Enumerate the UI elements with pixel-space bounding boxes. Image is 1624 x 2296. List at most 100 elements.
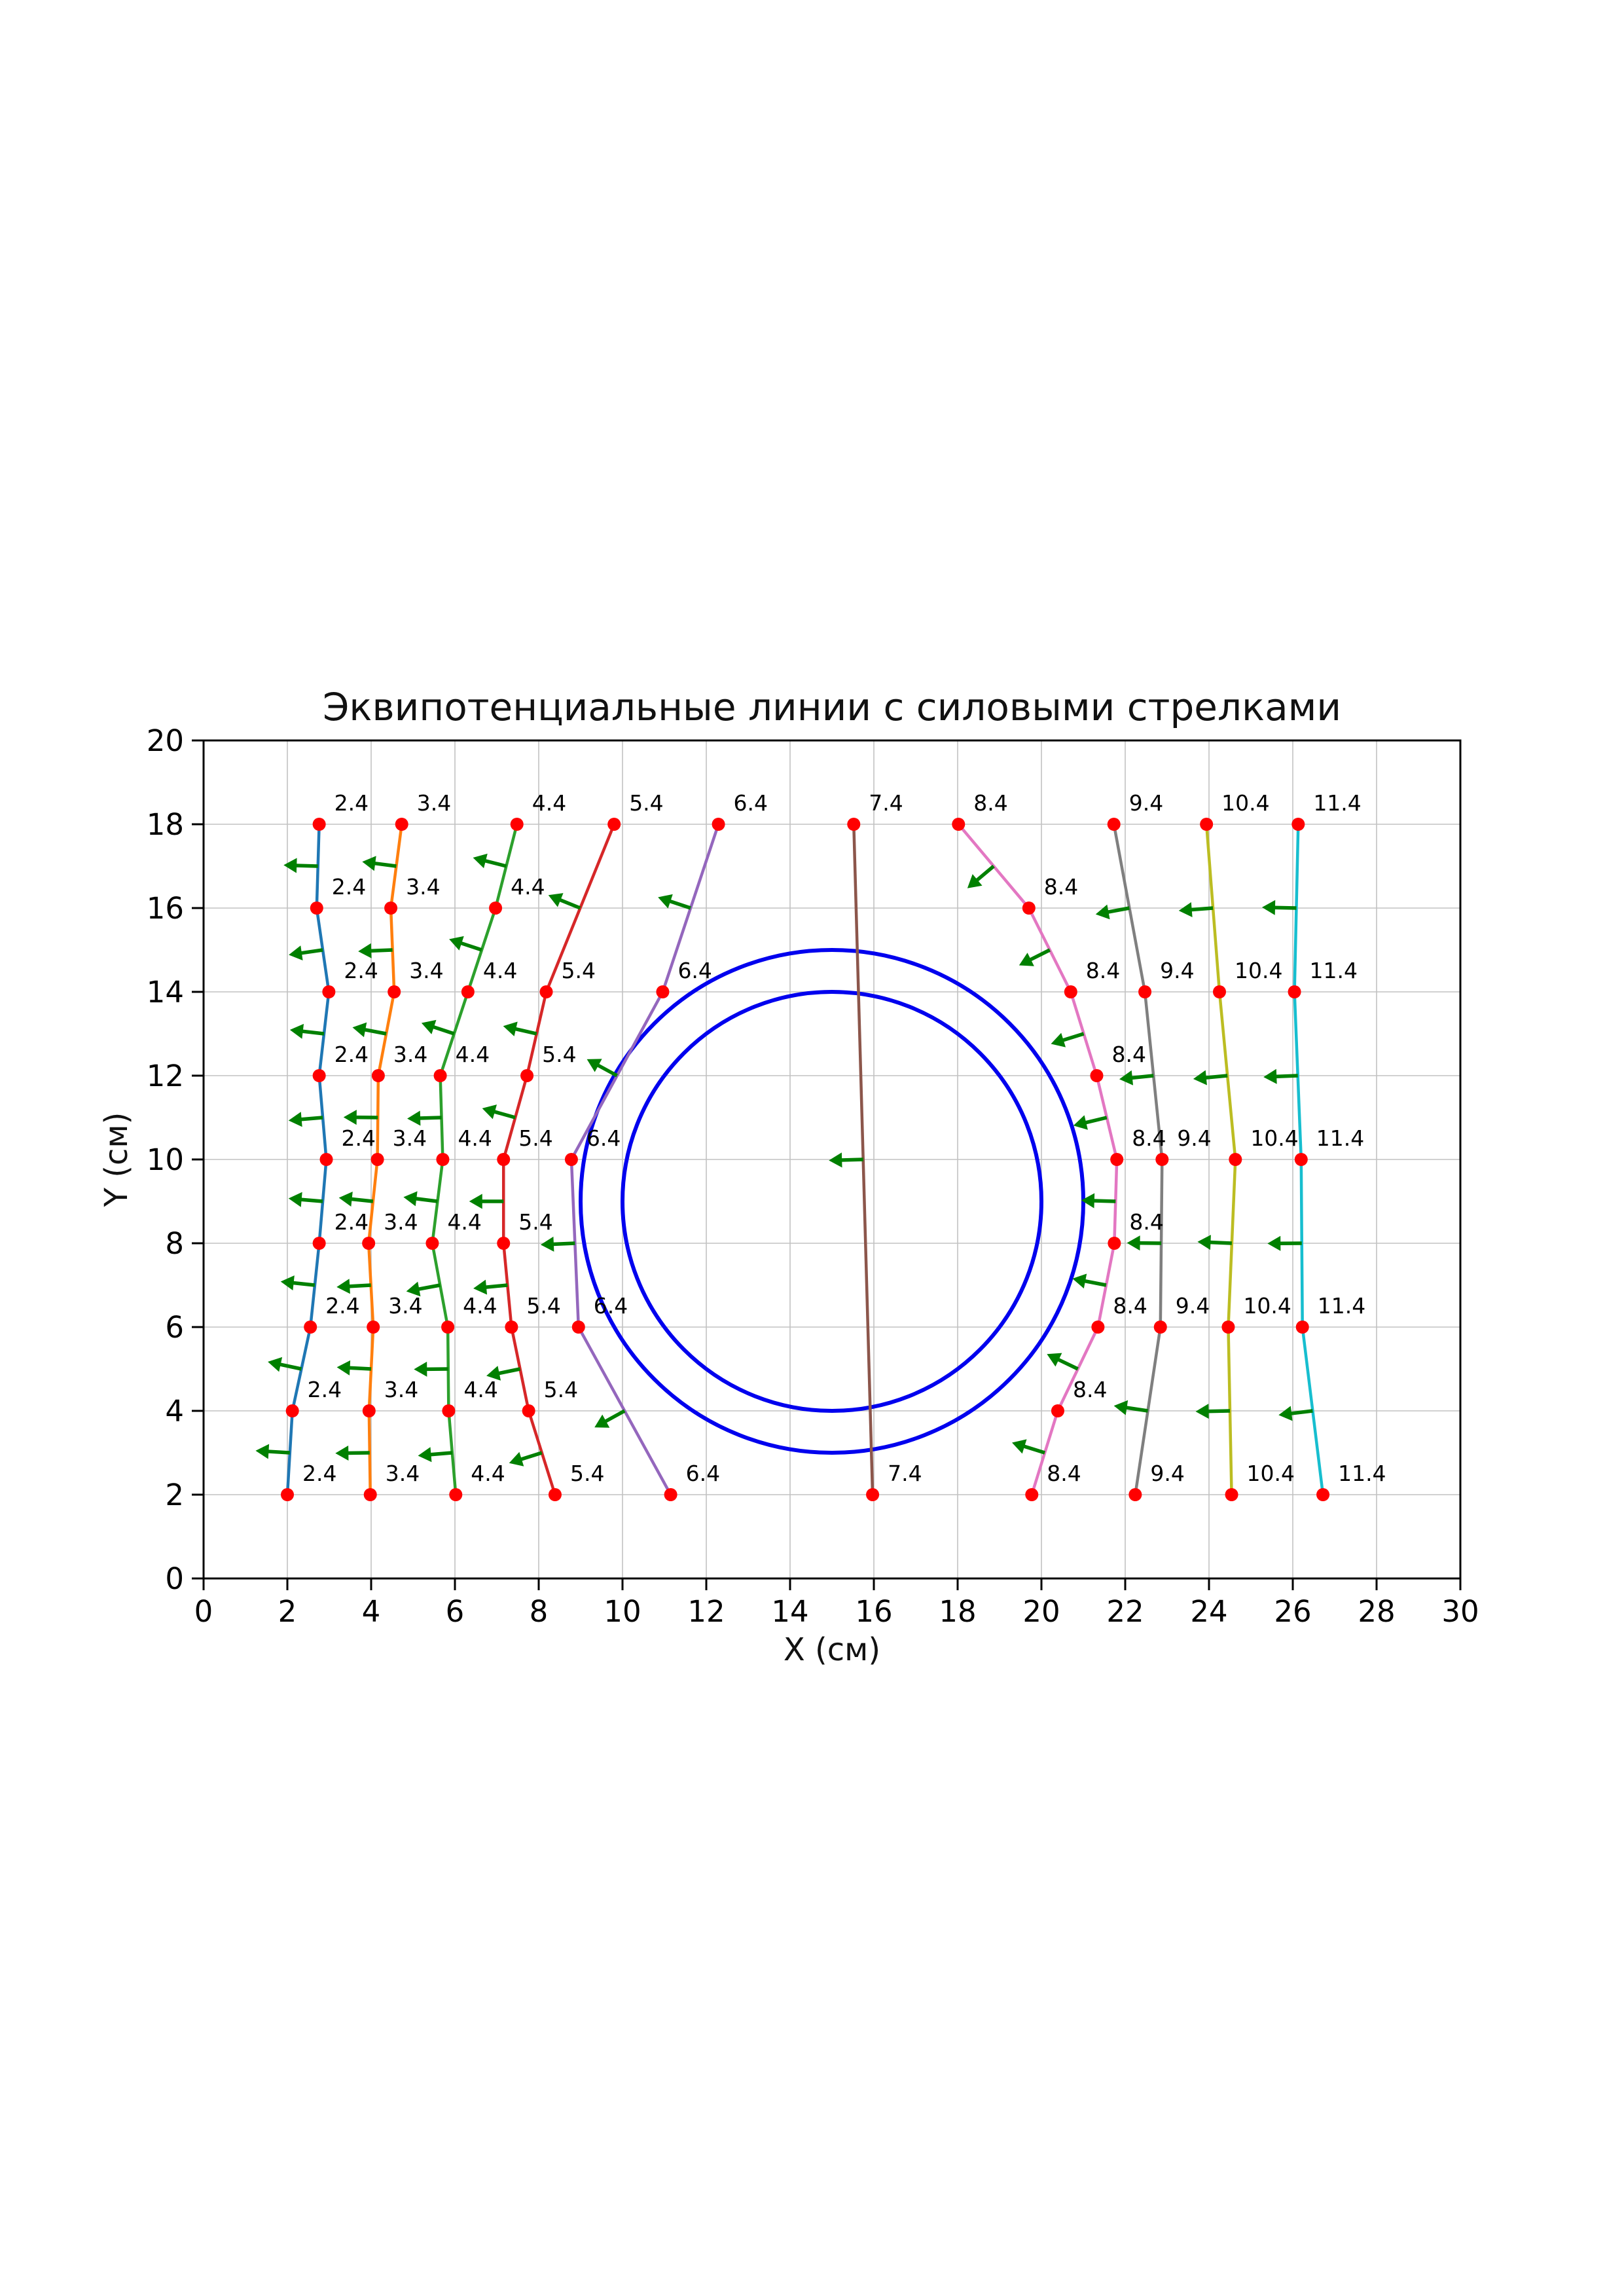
point-label: 9.4	[1176, 1293, 1210, 1319]
data-point	[1107, 818, 1121, 831]
force-arrow-head	[403, 1191, 418, 1207]
point-label: 3.4	[393, 1042, 427, 1067]
force-arrow-head	[503, 1021, 518, 1036]
y-tick-label: 20	[147, 723, 184, 758]
force-arrow-shaft	[417, 1283, 441, 1291]
force-arrow-head	[1019, 953, 1034, 966]
x-tick-label: 24	[1190, 1594, 1227, 1629]
point-label: 9.4	[1150, 1461, 1184, 1486]
force-arrow-shaft	[484, 1283, 508, 1289]
force-arrow-head	[1261, 900, 1276, 915]
data-point	[1294, 1153, 1308, 1166]
force-arrow-head	[335, 1445, 349, 1461]
point-label: 7.4	[869, 790, 903, 816]
data-point	[363, 1488, 377, 1501]
point-label: 5.4	[518, 1125, 552, 1151]
data-point	[497, 1153, 511, 1166]
force-arrow-head	[362, 856, 376, 871]
force-arrow-shaft	[596, 1063, 618, 1078]
data-point	[1110, 1153, 1124, 1166]
point-label: 2.4	[325, 1293, 359, 1319]
force-arrow-shaft	[552, 1241, 575, 1247]
data-point	[1155, 1153, 1169, 1166]
data-point	[1064, 985, 1077, 998]
data-point	[520, 1069, 534, 1082]
x-tick-label: 2	[278, 1594, 297, 1629]
force-arrow-head	[418, 1447, 432, 1463]
force-arrow-head	[283, 858, 297, 873]
point-label: 5.4	[518, 1209, 552, 1235]
force-arrow-shaft	[267, 1449, 291, 1455]
data-point	[510, 818, 524, 831]
force-arrow-shaft	[1083, 1279, 1107, 1287]
force-arrow-head	[1095, 904, 1110, 920]
point-label: 11.4	[1338, 1461, 1386, 1486]
force-arrow-head	[586, 1059, 602, 1072]
point-label: 8.4	[1113, 1293, 1147, 1319]
force-arrow-shaft	[300, 1197, 323, 1203]
point-label: 10.4	[1247, 1461, 1295, 1486]
point-label: 3.4	[384, 1209, 418, 1235]
data-point	[489, 902, 503, 915]
data-point	[1022, 902, 1036, 915]
force-arrow-head	[1113, 1400, 1128, 1415]
data-point	[1316, 1488, 1330, 1501]
data-point	[395, 818, 408, 831]
point-label: 3.4	[384, 1377, 418, 1402]
point-label: 2.4	[302, 1461, 336, 1486]
force-arrow-shaft	[604, 1409, 626, 1424]
force-arrow-shaft	[840, 1157, 863, 1162]
point-label: 10.4	[1235, 958, 1282, 983]
point-label: 5.4	[542, 1042, 576, 1067]
force-arrow-head	[548, 893, 564, 907]
data-point	[522, 1404, 535, 1417]
x-tick-label: 30	[1441, 1594, 1479, 1629]
point-label: 3.4	[386, 1461, 420, 1486]
point-label: 2.4	[342, 1125, 376, 1151]
force-arrow-shaft	[1190, 906, 1214, 912]
force-arrow-head	[288, 1112, 302, 1127]
data-point	[505, 1321, 518, 1334]
force-arrow-head	[1278, 1406, 1293, 1421]
force-arrow-head	[1047, 1353, 1062, 1367]
force-arrow-shaft	[348, 1283, 371, 1288]
point-label: 2.4	[334, 1209, 369, 1235]
force-arrow-shaft	[348, 1366, 372, 1371]
y-tick-label: 12	[147, 1059, 184, 1093]
data-point	[371, 1069, 385, 1082]
data-point	[1213, 985, 1226, 998]
y-tick-label: 16	[147, 891, 184, 926]
force-arrow-head	[336, 1279, 350, 1294]
force-arrow-head	[1072, 1273, 1087, 1289]
point-label: 7.4	[888, 1461, 922, 1486]
y-tick-label: 8	[165, 1226, 184, 1261]
point-label: 2.4	[308, 1377, 342, 1402]
data-point	[1225, 1488, 1238, 1501]
x-axis-label: X (см)	[783, 1631, 881, 1668]
force-arrow-head	[1119, 1070, 1134, 1085]
x-tick-label: 12	[687, 1594, 725, 1629]
x-tick-label: 8	[530, 1594, 549, 1629]
data-point	[1229, 1153, 1242, 1166]
point-label: 3.4	[388, 1293, 422, 1319]
data-point	[1295, 1321, 1309, 1334]
point-label: 4.4	[456, 1042, 490, 1067]
point-label: 5.4	[562, 958, 596, 983]
force-arrow-shaft	[975, 864, 995, 883]
data-point	[1090, 1069, 1104, 1082]
point-label: 8.4	[1044, 874, 1078, 900]
force-arrow-shaft	[300, 948, 323, 955]
force-arrow-shaft	[1084, 1116, 1108, 1125]
point-label: 11.4	[1316, 1125, 1364, 1151]
point-label: 11.4	[1313, 790, 1361, 816]
point-label: 11.4	[1310, 958, 1358, 983]
data-point	[1128, 1488, 1142, 1501]
force-arrow-shaft	[484, 858, 507, 868]
point-label: 8.4	[1073, 1377, 1107, 1402]
data-point	[607, 818, 621, 831]
force-arrow-head	[338, 1192, 353, 1207]
data-point	[1200, 818, 1214, 831]
force-arrow-head	[967, 874, 983, 888]
point-label: 11.4	[1318, 1293, 1365, 1319]
force-arrow-shaft	[460, 941, 482, 952]
